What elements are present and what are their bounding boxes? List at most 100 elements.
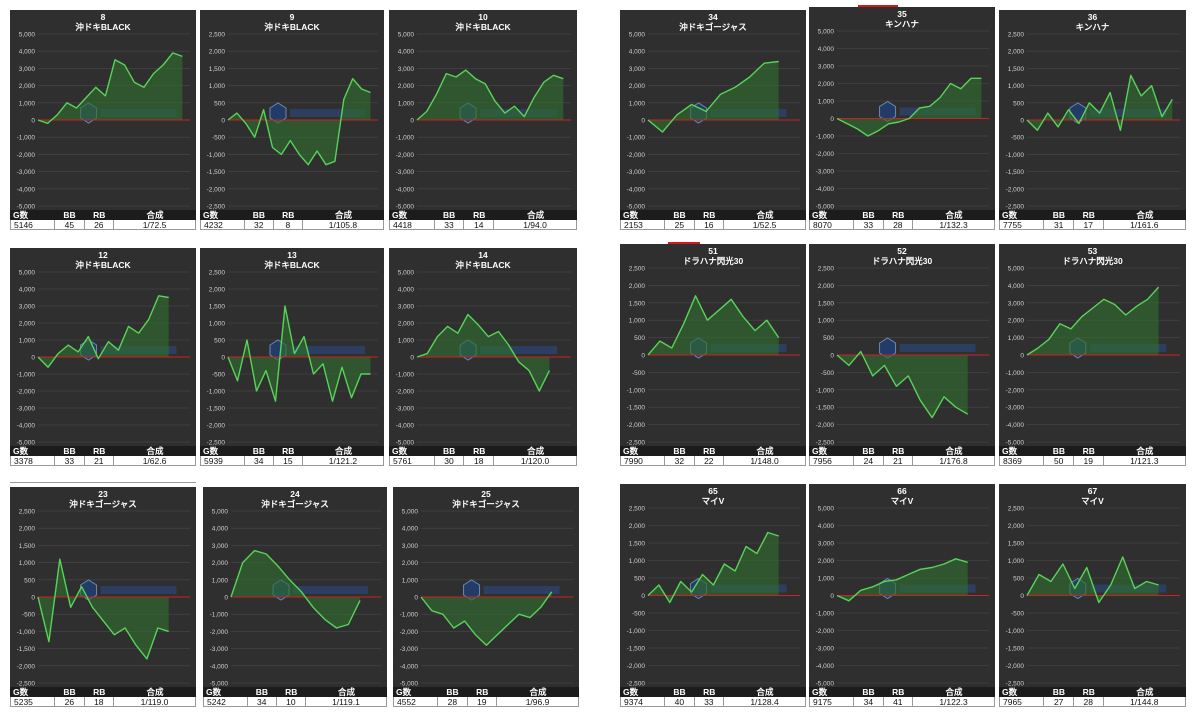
slot-chart-panel: 8 沖ドキBLACK 5,000 4,000 3,000 2,000 1,000 0 -1,00… bbox=[10, 10, 196, 230]
rb-value: 15 bbox=[274, 456, 303, 465]
rb-value: 18 bbox=[85, 697, 115, 706]
combined-value: 1/128.4 bbox=[750, 697, 779, 706]
machine-title: 沖ドキBLACK bbox=[455, 22, 511, 32]
combined-value: 1/105.8 bbox=[328, 220, 358, 229]
machine-title: キンハナ bbox=[1076, 22, 1110, 32]
rb-value: 19 bbox=[468, 697, 498, 706]
y-tick-label: 1,500 bbox=[629, 541, 646, 548]
stats-values: 5146 45 26 1/72.5 bbox=[10, 220, 196, 230]
rb-header: RB bbox=[476, 687, 489, 697]
separator-line bbox=[10, 482, 196, 483]
machine-number: 66 bbox=[897, 486, 907, 496]
y-tick-label: -1,500 bbox=[207, 169, 226, 176]
combined-header: 合成 bbox=[756, 210, 774, 220]
stats-values: 8369 50 19 1/121.3 bbox=[999, 456, 1186, 466]
y-tick-label: 0 bbox=[31, 595, 35, 602]
bb-value: 25 bbox=[665, 220, 695, 229]
slot-chart-panel: 53 ドラハナ閃光30 5,000 4,000 3,000 2,000 1,000 0 -1,0… bbox=[999, 244, 1186, 466]
rb-header: RB bbox=[282, 446, 295, 456]
y-tick-label: -4,000 bbox=[17, 186, 36, 193]
y-tick-label: -3,000 bbox=[627, 169, 646, 176]
logo-watermark-icon bbox=[483, 586, 560, 594]
y-tick-label: 0 bbox=[641, 593, 645, 600]
y-tick-label: 2,500 bbox=[209, 270, 226, 277]
y-tick-label: 5,000 bbox=[402, 509, 419, 516]
combined-header: 合成 bbox=[146, 446, 164, 456]
machine-number: 14 bbox=[478, 250, 488, 260]
bb-value: 50 bbox=[1044, 456, 1074, 465]
stats-header: G数 BB RB 合成 bbox=[10, 446, 196, 456]
stats-values: 9374 40 33 1/128.4 bbox=[620, 697, 806, 707]
bb-header: BB bbox=[63, 210, 76, 220]
games-value: 5242 bbox=[204, 697, 248, 706]
y-tick-label: -4,000 bbox=[1006, 422, 1025, 429]
combined-header: 合成 bbox=[756, 687, 774, 697]
y-tick-label: -500 bbox=[821, 370, 834, 377]
series-line bbox=[416, 313, 551, 392]
y-tick-label: 1,000 bbox=[1008, 335, 1025, 342]
series-line bbox=[836, 77, 982, 137]
bb-header: BB bbox=[1052, 687, 1065, 697]
bb-header: BB bbox=[1052, 446, 1065, 456]
stats-table: G数 BB RB 合成 2153 25 16 1/52.5 bbox=[620, 210, 806, 230]
rb-value: 28 bbox=[1074, 697, 1104, 706]
rb-value: 28 bbox=[884, 220, 914, 229]
area-fill bbox=[837, 558, 968, 601]
y-tick-label: 0 bbox=[641, 118, 645, 125]
y-tick-label: -2,000 bbox=[1006, 387, 1025, 394]
y-tick-label: 4,000 bbox=[398, 287, 415, 294]
games-value: 3378 bbox=[11, 456, 56, 465]
slot-chart-panel: 12 沖ドキBLACK 5,000 4,000 3,000 2,000 1,000 0 -1,0… bbox=[10, 248, 196, 466]
y-tick-label: -1,000 bbox=[396, 372, 415, 379]
combined-value: 1/52.5 bbox=[752, 220, 777, 229]
games-header: G数 bbox=[392, 210, 408, 220]
bb-header: BB bbox=[63, 446, 76, 456]
y-tick-label: -1,500 bbox=[627, 405, 646, 412]
bb-value: 31 bbox=[1044, 220, 1074, 229]
area-fill bbox=[421, 591, 552, 646]
machine-number: 51 bbox=[708, 246, 718, 256]
stats-values: 4232 32 8 1/105.8 bbox=[200, 220, 384, 230]
area-fill bbox=[417, 314, 550, 391]
y-tick-label: -5,000 bbox=[816, 204, 835, 211]
games-header: G数 bbox=[206, 687, 222, 697]
logo-watermark-icon bbox=[899, 344, 976, 352]
series-line bbox=[1026, 556, 1159, 604]
area-fill bbox=[1027, 557, 1159, 603]
combined-value: 1/62.6 bbox=[142, 456, 167, 465]
y-tick-label: -2,500 bbox=[17, 681, 36, 688]
machine-title: 沖ドキBLACK bbox=[75, 260, 131, 270]
machine-number: 24 bbox=[290, 489, 300, 499]
y-tick-label: -2,000 bbox=[210, 629, 229, 636]
rb-header: RB bbox=[703, 687, 716, 697]
y-tick-label: 3,000 bbox=[19, 304, 36, 311]
y-tick-label: -2,500 bbox=[627, 681, 646, 688]
y-tick-label: 2,000 bbox=[1008, 523, 1025, 530]
y-tick-label: -4,000 bbox=[816, 663, 835, 670]
games-value: 4418 bbox=[390, 220, 435, 229]
y-tick-label: 500 bbox=[634, 335, 645, 342]
stats-values: 7956 24 21 1/176.8 bbox=[809, 456, 995, 466]
area-fill bbox=[648, 295, 779, 355]
y-tick-label: 0 bbox=[224, 595, 228, 602]
y-tick-label: -4,000 bbox=[17, 423, 36, 430]
bb-value: 26 bbox=[55, 697, 85, 706]
games-value: 5235 bbox=[11, 697, 56, 706]
y-tick-label: 2,500 bbox=[19, 509, 36, 516]
bb-value: 33 bbox=[435, 220, 465, 229]
combined-value: 1/119.0 bbox=[140, 697, 169, 706]
y-tick-label: 5,000 bbox=[629, 32, 646, 39]
y-tick-label: 3,000 bbox=[212, 543, 229, 550]
series-line bbox=[230, 549, 361, 629]
machine-title: 沖ドキBLACK bbox=[75, 22, 131, 32]
machine-title: 沖ドキBLACK bbox=[455, 260, 511, 270]
y-tick-label: 1,000 bbox=[398, 100, 415, 107]
y-tick-label: 5,000 bbox=[818, 506, 835, 513]
y-tick-label: 4,000 bbox=[19, 49, 36, 56]
combined-value: 1/72.5 bbox=[142, 220, 167, 229]
stats-header: G数 BB RB 合成 bbox=[393, 687, 579, 697]
